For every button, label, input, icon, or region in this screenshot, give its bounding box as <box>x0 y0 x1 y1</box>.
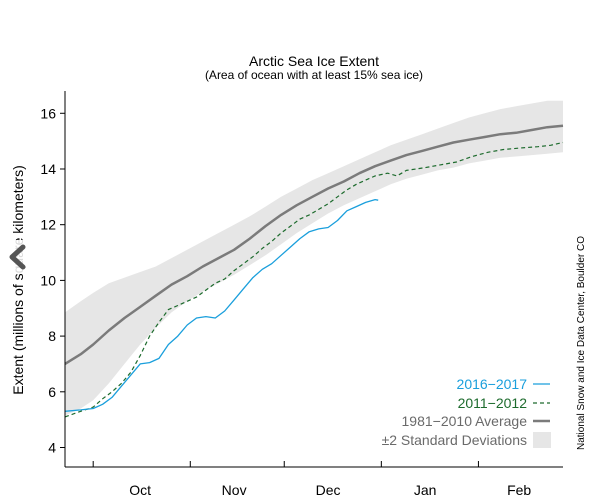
y-tick-label: 12 <box>40 217 56 233</box>
x-tick-label: Nov <box>222 482 247 498</box>
y-tick-label: 8 <box>48 328 56 344</box>
legend-label: ±2 Standard Deviations <box>382 432 527 448</box>
std-dev-band <box>65 100 563 416</box>
series-2011-2012-line <box>64 141 564 418</box>
series-layer <box>64 124 564 418</box>
x-tick-label: Oct <box>129 482 151 498</box>
credit-text: National Snow and Ice Data Center, Bould… <box>576 236 587 450</box>
std-dev-band-layer <box>65 100 563 416</box>
chevron-left-icon[interactable] <box>4 240 30 274</box>
x-tick-label: Dec <box>316 482 341 498</box>
series-2016-2017-line <box>64 198 379 412</box>
y-tick-label: 14 <box>40 161 56 177</box>
axes-layer: 4 6 8 10 12 14 16 Oct Nov Dec Jan Feb <box>40 91 563 498</box>
x-tick-label: Feb <box>507 482 531 498</box>
series-average-line <box>64 124 564 365</box>
y-tick-label: 6 <box>48 384 56 400</box>
chart-title: Arctic Sea Ice Extent <box>249 53 379 69</box>
x-tick-label: Jan <box>414 482 437 498</box>
legend-swatch-band <box>533 432 551 448</box>
legend: 2016−2017 2011−2012 1981−2010 Average ±2 St… <box>382 376 551 448</box>
y-tick-label: 4 <box>48 440 56 456</box>
y-axis-label: Extent (millions of square kilometers) <box>10 165 26 395</box>
y-tick-label: 10 <box>40 272 56 288</box>
legend-label: 1981−2010 Average <box>402 413 528 429</box>
y-tick-label: 16 <box>40 105 56 121</box>
legend-label: 2011−2012 <box>458 395 528 411</box>
chart-subtitle: (Area of ocean with at least 15% sea ice… <box>205 68 423 82</box>
legend-label: 2016−2017 <box>457 376 528 392</box>
